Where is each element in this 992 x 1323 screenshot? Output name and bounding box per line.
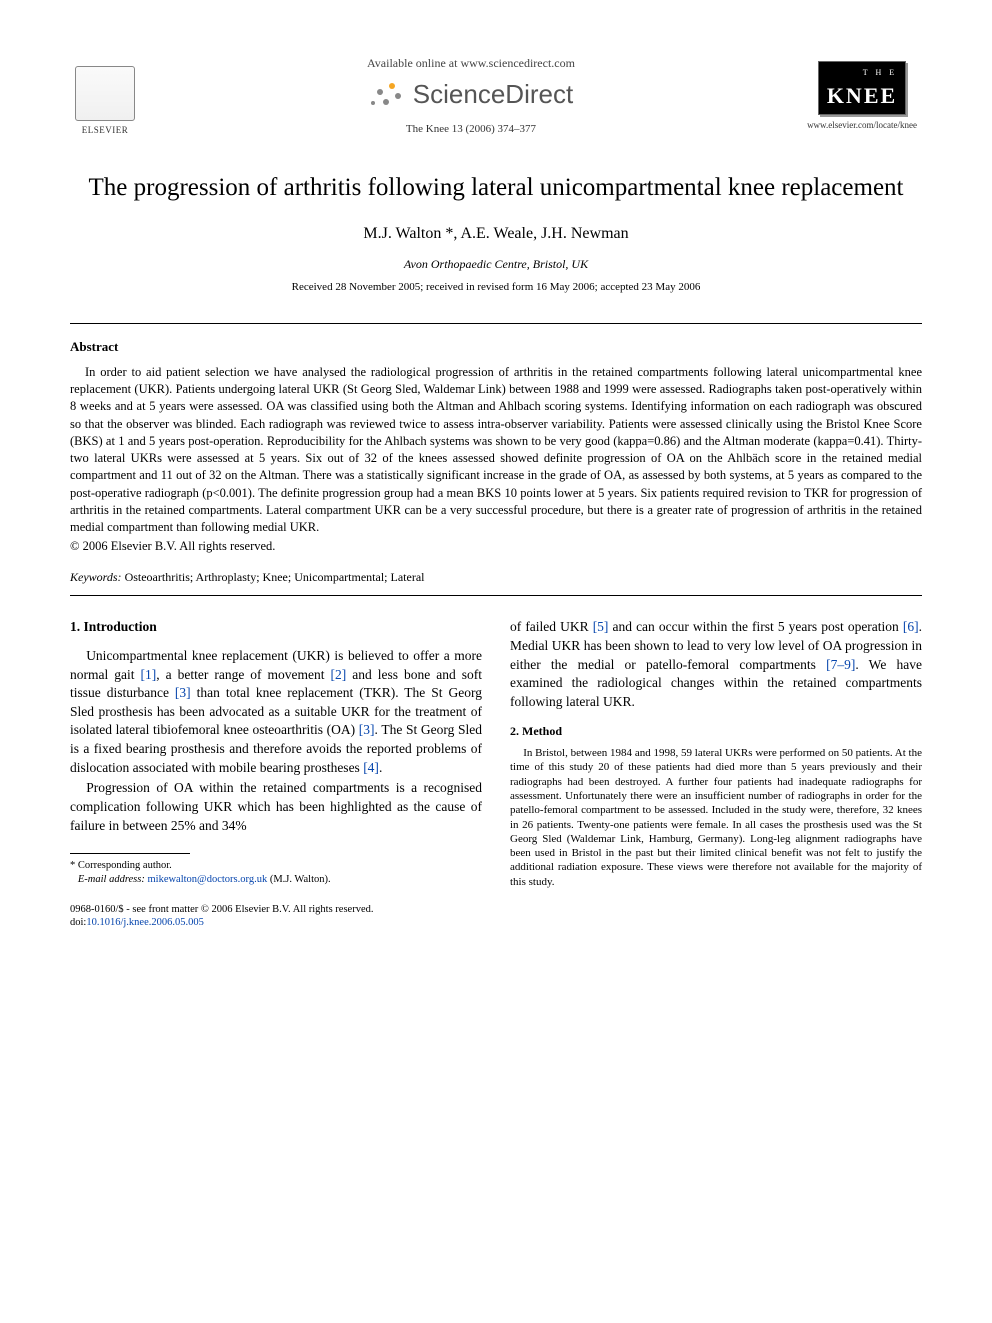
knee-logo-box: T H E KNEE: [818, 61, 906, 115]
abstract-copyright: © 2006 Elsevier B.V. All rights reserved…: [70, 538, 922, 555]
rule-bottom: [70, 595, 922, 596]
email-line: E-mail address: mikewalton@doctors.org.u…: [70, 873, 482, 887]
rule-top: [70, 323, 922, 324]
authors-line: M.J. Walton *, A.E. Weale, J.H. Newman: [70, 223, 922, 245]
ref-link-3[interactable]: [3]: [175, 685, 191, 700]
keywords-values: Osteoarthritis; Arthroplasty; Knee; Unic…: [122, 570, 425, 584]
journal-reference: The Knee 13 (2006) 374–377: [140, 122, 802, 137]
knee-main-text: KNEE: [827, 81, 897, 111]
knee-journal-url: www.elsevier.com/locate/knee: [802, 119, 922, 131]
text-span: .: [379, 760, 382, 775]
header-center: Available online at www.sciencedirect.co…: [140, 55, 802, 137]
sciencedirect-text: ScienceDirect: [413, 77, 573, 112]
ref-link-6[interactable]: [6]: [903, 619, 919, 634]
email-link[interactable]: mikewalton@doctors.org.uk: [145, 874, 270, 885]
available-online-text: Available online at www.sciencedirect.co…: [140, 55, 802, 71]
affiliation: Avon Orthopaedic Centre, Bristol, UK: [70, 256, 922, 272]
intro-para-1: Unicompartmental knee replacement (UKR) …: [70, 647, 482, 777]
ref-link-1[interactable]: [1]: [140, 667, 156, 682]
method-para: In Bristol, between 1984 and 1998, 59 la…: [510, 746, 922, 889]
abstract-heading: Abstract: [70, 338, 922, 356]
doi-prefix: doi:: [70, 917, 86, 928]
text-span: Progression of OA within the retained co…: [70, 780, 482, 832]
ref-link-5[interactable]: [5]: [593, 619, 609, 634]
body-columns: 1. Introduction Unicompartmental knee re…: [70, 618, 922, 929]
doi-line: doi:10.1016/j.knee.2006.05.005: [70, 916, 482, 930]
elsevier-tree-icon: [75, 66, 135, 121]
email-suffix: (M.J. Walton).: [270, 874, 331, 885]
received-dates: Received 28 November 2005; received in r…: [70, 280, 922, 295]
paper-title: The progression of arthritis following l…: [70, 172, 922, 205]
text-span: , a better range of movement: [156, 667, 330, 682]
sciencedirect-logo: ScienceDirect: [140, 77, 802, 112]
ref-link-2[interactable]: [2]: [331, 667, 347, 682]
keywords-label: Keywords:: [70, 570, 122, 584]
ref-link-3b[interactable]: [3]: [359, 722, 375, 737]
corresponding-label: * Corresponding author.: [70, 859, 482, 873]
footnote-separator: [70, 853, 190, 854]
header-row: ELSEVIER Available online at www.science…: [70, 55, 922, 137]
email-label: E-mail address:: [78, 874, 145, 885]
corresponding-author-footnote: * Corresponding author. E-mail address: …: [70, 859, 482, 886]
column-left: 1. Introduction Unicompartmental knee re…: [70, 618, 482, 929]
method-heading: 2. Method: [510, 723, 922, 740]
column-right: of failed UKR [5] and can occur within t…: [510, 618, 922, 929]
bottom-publication-info: 0968-0160/$ - see front matter © 2006 El…: [70, 903, 482, 930]
text-span: of failed UKR: [510, 619, 593, 634]
intro-para-2b: of failed UKR [5] and can occur within t…: [510, 618, 922, 711]
keywords-line: Keywords: Osteoarthritis; Arthroplasty; …: [70, 569, 922, 585]
sciencedirect-dots-icon: [369, 81, 405, 109]
ref-link-7-9[interactable]: [7–9]: [826, 657, 855, 672]
elsevier-logo: ELSEVIER: [70, 56, 140, 136]
intro-heading: 1. Introduction: [70, 618, 482, 637]
text-span: and can occur within the first 5 years p…: [608, 619, 902, 634]
ref-link-4[interactable]: [4]: [363, 760, 379, 775]
abstract-body: In order to aid patient selection we hav…: [70, 364, 922, 537]
knee-journal-logo: T H E KNEE www.elsevier.com/locate/knee: [802, 61, 922, 132]
intro-para-2a: Progression of OA within the retained co…: [70, 779, 482, 835]
doi-link[interactable]: 10.1016/j.knee.2006.05.005: [86, 917, 204, 928]
elsevier-label: ELSEVIER: [82, 124, 129, 136]
issn-line: 0968-0160/$ - see front matter © 2006 El…: [70, 903, 482, 917]
knee-the-text: T H E: [827, 68, 897, 79]
